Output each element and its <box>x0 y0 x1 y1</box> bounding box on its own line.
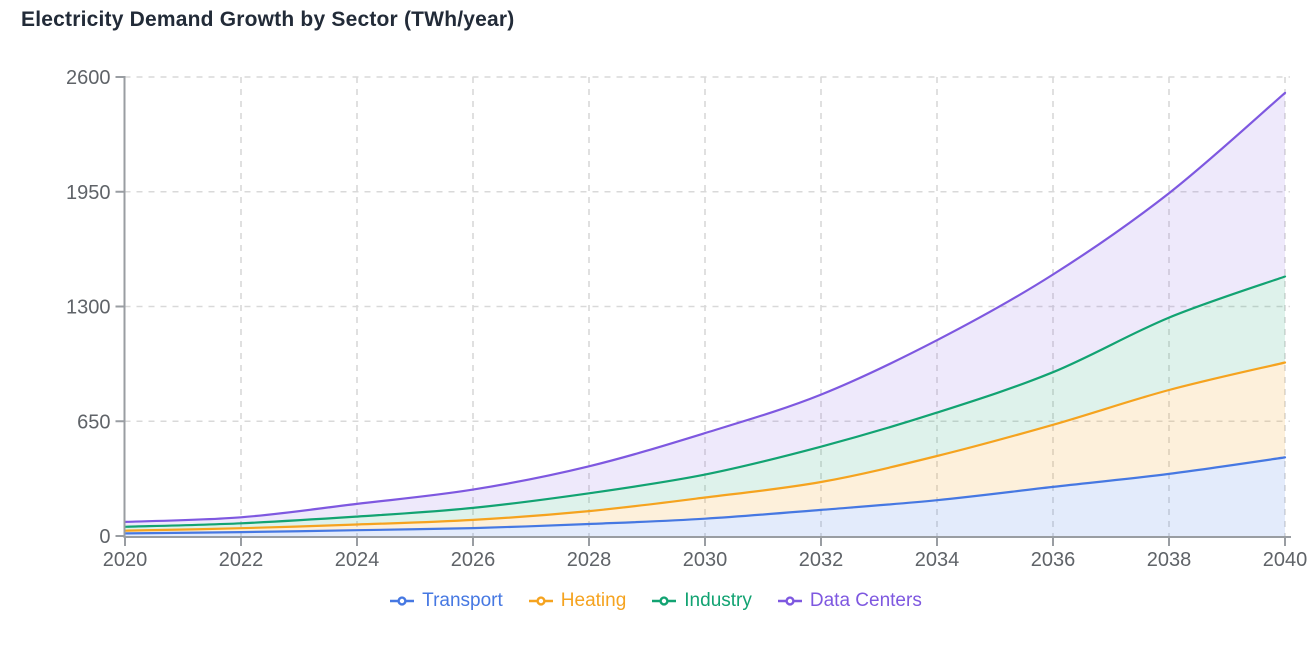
x-tick-label: 2026 <box>451 549 496 571</box>
legend-line-dot-glyph <box>390 596 415 606</box>
legend-marker-data-centers-icon <box>777 595 802 607</box>
area-band-data-centers <box>125 92 1285 527</box>
legend-label: Heating <box>560 590 627 611</box>
legend-item-heating[interactable]: Heating <box>528 586 627 616</box>
series-line-industry <box>123 275 1287 528</box>
legend-line-dot-glyph <box>652 596 677 606</box>
legend-item-data-centers[interactable]: Data Centers <box>777 586 922 616</box>
series-line-data-centers <box>123 91 1287 523</box>
legend-marker-transport-icon <box>390 595 415 607</box>
y-tick-label: 0 <box>99 526 110 548</box>
legend-line-dot-glyph <box>777 596 802 606</box>
x-tick-label: 2024 <box>335 549 380 571</box>
x-tick-label: 2030 <box>683 549 728 571</box>
series-line-transport <box>123 456 1287 535</box>
area-band-transport <box>125 457 1285 536</box>
y-tick-label: 1300 <box>66 297 111 319</box>
area-band-industry <box>125 276 1285 531</box>
x-tick-label: 2036 <box>1031 549 1076 571</box>
x-tick-label: 2038 <box>1147 549 1192 571</box>
y-tick-label: 2600 <box>66 67 111 89</box>
x-tick-label: 2034 <box>915 549 960 571</box>
y-tick-label: 1950 <box>66 182 111 204</box>
chart-title: Electricity Demand Growth by Sector (TWh… <box>21 8 515 31</box>
y-tick-label: 650 <box>77 411 110 433</box>
x-tick-label: 2022 <box>219 549 264 571</box>
x-tick-label: 2040 <box>1263 549 1308 571</box>
series-line-heating <box>123 361 1287 532</box>
legend-label: Industry <box>684 590 752 611</box>
legend-item-transport[interactable]: Transport <box>390 586 503 616</box>
x-tick-label: 2032 <box>799 549 844 571</box>
x-tick-label: 2028 <box>567 549 612 571</box>
area-band-heating <box>125 362 1285 534</box>
legend-marker-industry-icon <box>652 595 677 607</box>
legend-item-industry[interactable]: Industry <box>652 586 752 616</box>
legend-line-dot-glyph <box>528 596 553 606</box>
legend-marker-heating-icon <box>528 595 553 607</box>
legend-label: Transport <box>422 590 503 611</box>
chart-legend: Transport Heating Industry Data Centers <box>0 586 1312 616</box>
legend-label: Data Centers <box>809 590 922 611</box>
x-tick-label: 2020 <box>103 549 148 571</box>
